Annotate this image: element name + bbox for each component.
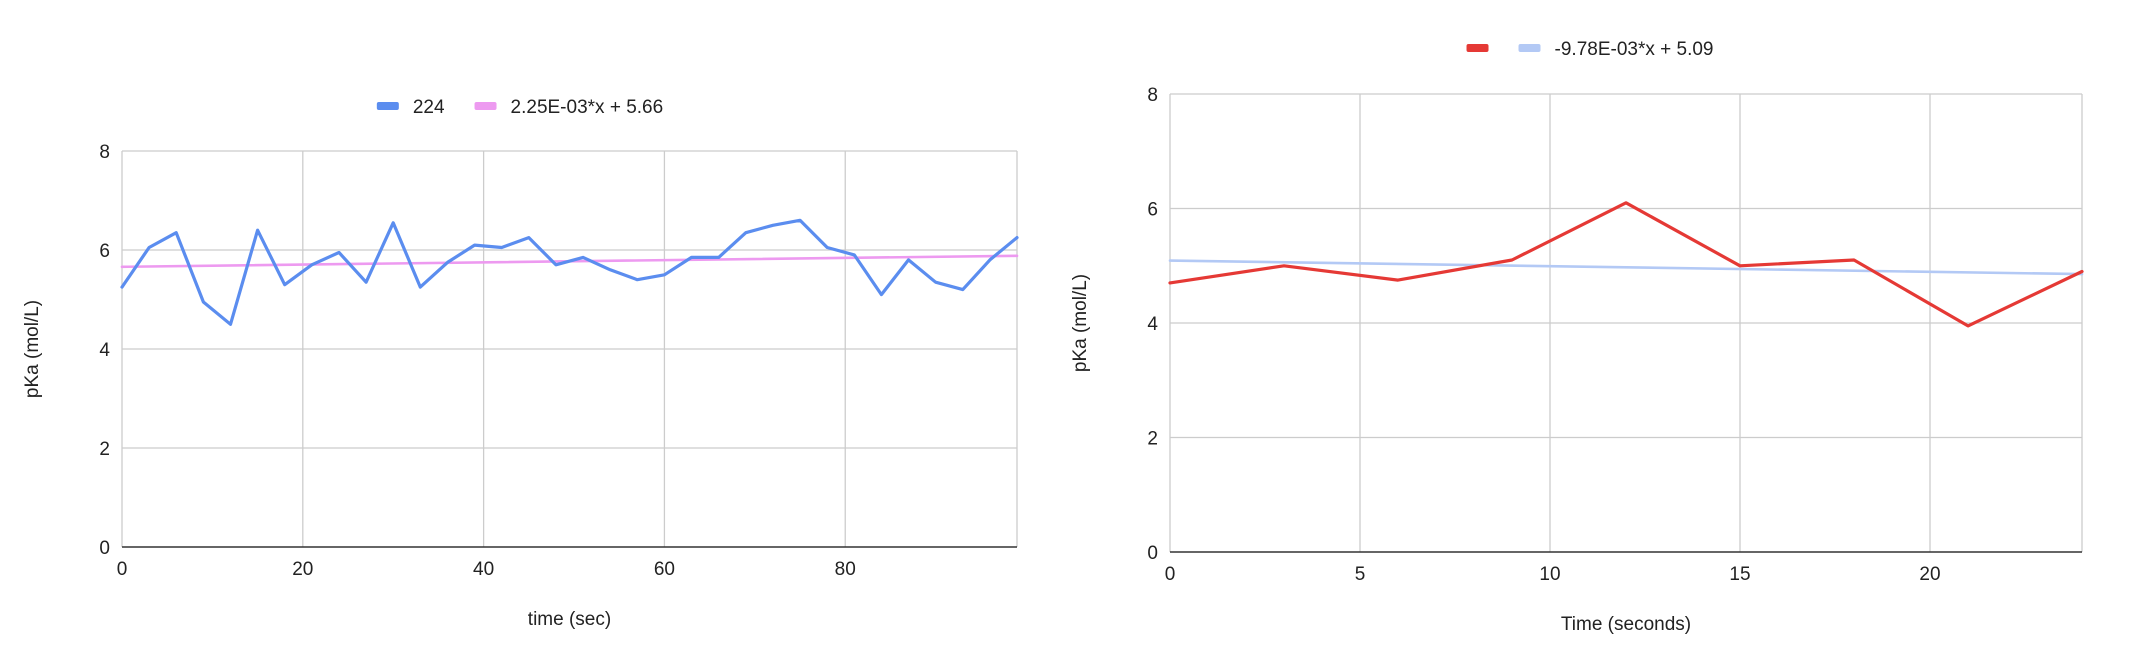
legend-swatch <box>1518 44 1541 52</box>
series-line <box>1168 201 2084 328</box>
x-tick-label: 80 <box>835 559 856 580</box>
legend-item[interactable]: -9.78E-03*x + 5.09 <box>1518 39 1714 60</box>
chart-right: 0 2 4 6 8 0 5 10 15 20 Time (seconds) pKa (mol/L)… <box>1070 39 2084 635</box>
y-axis-title: pKa (mol/L) <box>22 300 43 398</box>
y-tick-label: 4 <box>1147 314 1158 335</box>
x-tick-label: 0 <box>1165 564 1176 585</box>
y-axis-title: pKa (mol/L) <box>1070 274 1091 372</box>
series-lines <box>120 218 1019 326</box>
y-tick-label: 0 <box>1147 543 1158 564</box>
x-tick-label: 40 <box>473 559 494 580</box>
y-tick-label: 0 <box>99 538 110 559</box>
x-axis-title: Time (seconds) <box>1561 614 1691 635</box>
legend-swatch <box>474 102 497 110</box>
y-tick-label: 8 <box>1147 85 1158 106</box>
legend[interactable]: -9.78E-03*x + 5.09 <box>1466 39 1714 60</box>
x-tick-label: 20 <box>1919 564 1940 585</box>
y-tick-label: 2 <box>99 439 110 460</box>
x-tick-label: 0 <box>117 559 128 580</box>
x-tick-label: 20 <box>292 559 313 580</box>
y-tick-label: 2 <box>1147 429 1158 450</box>
series-lines <box>1168 201 2084 328</box>
legend-item[interactable] <box>1466 44 1489 52</box>
y-tick-label: 8 <box>99 142 110 163</box>
x-axis-title: time (sec) <box>528 609 611 630</box>
y-tick-label: 6 <box>1147 200 1158 221</box>
tick-labels: 0 2 4 6 8 0 5 10 15 20 <box>1147 85 1940 585</box>
legend-label: -9.78E-03*x + 5.09 <box>1555 39 1714 60</box>
grid-lines <box>121 150 1018 548</box>
legend-swatch <box>376 102 399 110</box>
legend-item[interactable]: 2.25E-03*x + 5.66 <box>474 97 664 118</box>
series-line <box>120 218 1019 326</box>
y-tick-label: 4 <box>99 340 110 361</box>
legend-swatch <box>1466 44 1489 52</box>
x-tick-label: 5 <box>1355 564 1366 585</box>
legend[interactable]: 224 2.25E-03*x + 5.66 <box>376 97 664 118</box>
x-tick-label: 10 <box>1539 564 1560 585</box>
grid-lines <box>1169 93 2083 553</box>
x-tick-label: 60 <box>654 559 675 580</box>
legend-item[interactable]: 224 <box>376 97 445 118</box>
legend-label: 224 <box>413 97 445 118</box>
y-tick-label: 6 <box>99 241 110 262</box>
legend-label: 2.25E-03*x + 5.66 <box>511 97 664 118</box>
x-tick-label: 15 <box>1729 564 1750 585</box>
trendline <box>1168 259 2084 276</box>
